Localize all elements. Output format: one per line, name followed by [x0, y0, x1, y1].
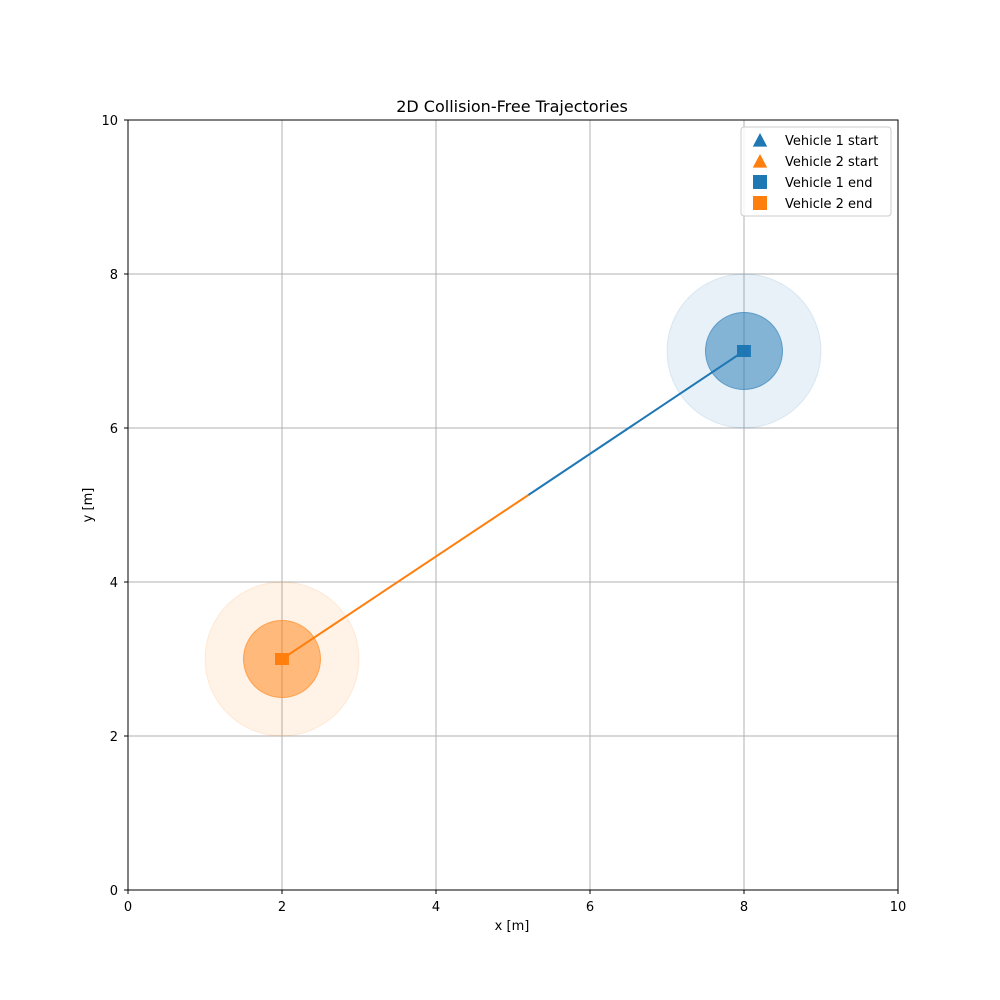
x-tick-label: 4: [432, 900, 440, 915]
legend-marker-triangle: [752, 154, 768, 168]
legend-label: Vehicle 2 start: [785, 155, 878, 170]
plot-frame: [127, 119, 899, 891]
end-marker-vehicle-1-overlap: [743, 345, 751, 357]
y-axis-label: y [m]: [81, 488, 96, 523]
legend-marker-square: [753, 175, 767, 189]
legend-marker-triangle: [752, 133, 768, 147]
legend-box: [740, 126, 892, 217]
y-tick-label: 8: [110, 268, 118, 283]
legend-label: Vehicle 1 end: [785, 176, 873, 191]
vehicle-markers: [275, 345, 751, 665]
x-tick-label: 10: [890, 900, 907, 915]
legend-label: Vehicle 2 end: [785, 197, 873, 212]
y-tick-label: 6: [110, 422, 118, 437]
trajectory-line-vehicle-1: [527, 350, 745, 496]
x-tick-label: 6: [586, 900, 594, 915]
end-marker-vehicle-2-overlap: [281, 653, 289, 665]
x-axis-ticks: 0 2 4 6 8 10: [124, 890, 906, 915]
y-tick-label: 0: [110, 884, 118, 899]
legend: Vehicle 1 start Vehicle 2 start Vehicle 1 …: [740, 126, 892, 217]
trajectories: [281, 350, 745, 660]
y-tick-label: 10: [101, 114, 118, 129]
legend-label: Vehicle 1 start: [785, 134, 878, 149]
y-axis-ticks: 0 2 4 6 8 10: [101, 114, 128, 899]
x-tick-label: 8: [740, 900, 748, 915]
x-tick-label: 0: [124, 900, 132, 915]
y-tick-label: 4: [110, 576, 118, 591]
legend-marker-square: [753, 196, 767, 210]
y-tick-label: 2: [110, 730, 118, 745]
x-axis-label: x [m]: [495, 919, 530, 934]
chart-title: 2D Collision-Free Trajectories: [396, 97, 628, 116]
trajectory-line-vehicle-2: [281, 494, 529, 660]
x-tick-label: 2: [278, 900, 286, 915]
